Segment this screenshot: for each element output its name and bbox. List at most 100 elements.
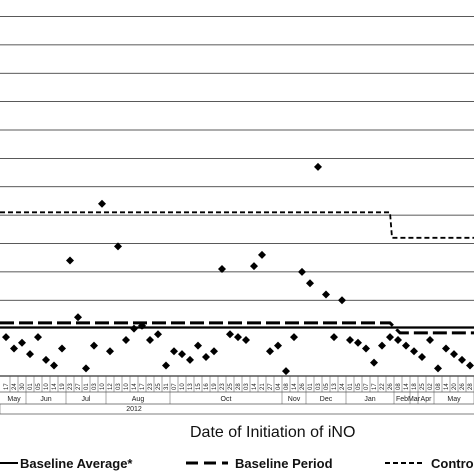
series-line-long-dash	[0, 321, 474, 335]
x-tick-label: 08	[284, 383, 290, 390]
x-tick-label: 03	[316, 383, 322, 390]
month-label: Oct	[221, 396, 232, 403]
month-label: Apr	[421, 396, 433, 403]
data-point	[298, 267, 306, 276]
data-point	[130, 324, 138, 333]
data-point	[322, 290, 330, 299]
data-point	[2, 333, 10, 342]
x-tick-label: 03	[92, 383, 98, 390]
data-point	[234, 333, 242, 342]
data-point	[18, 338, 26, 347]
x-tick-label: 13	[332, 383, 338, 390]
data-point	[226, 330, 234, 339]
x-tick-label: 16	[204, 383, 210, 390]
x-tick-label: 10	[180, 383, 186, 390]
x-tick-label: 07	[172, 383, 178, 390]
x-tick-label: 14	[252, 383, 258, 390]
data-point	[258, 250, 266, 259]
data-point	[266, 347, 274, 356]
x-tick-label: 08	[396, 383, 402, 390]
data-point	[26, 350, 34, 359]
x-tick-label: 01	[28, 383, 34, 390]
x-tick-label: 10	[44, 383, 50, 390]
x-tick-label: 23	[220, 383, 226, 390]
x-tick-label: 05	[324, 383, 330, 390]
legend-control-label: Contro	[431, 456, 474, 471]
data-point	[58, 344, 66, 353]
x-tick-label: 08	[436, 383, 442, 390]
data-point	[106, 347, 114, 356]
data-point	[42, 355, 50, 364]
data-point	[34, 333, 42, 342]
legend: Baseline Average* Baseline Period Contro	[0, 456, 474, 471]
data-point	[338, 296, 346, 305]
month-label: Nov	[288, 396, 301, 403]
x-tick-label: 17	[140, 383, 146, 390]
x-tick-label: 07	[364, 383, 370, 390]
data-point	[458, 355, 466, 364]
data-point	[202, 352, 210, 361]
data-point	[82, 364, 90, 373]
x-tick-label: 13	[188, 383, 194, 390]
x-tick-label: 25	[156, 383, 162, 390]
legend-baseline-period-label: Baseline Period	[235, 456, 333, 471]
x-tick-label: 31	[164, 383, 170, 390]
data-point	[186, 355, 194, 364]
data-point	[274, 341, 282, 350]
x-tick-label: 26	[388, 383, 394, 390]
data-point	[386, 333, 394, 342]
x-tick-label: 14	[132, 383, 138, 390]
data-point	[10, 344, 18, 353]
data-point	[370, 358, 378, 367]
x-tick-label: 14	[444, 383, 450, 390]
x-axis-label: Date of Initiation of iNO	[190, 424, 355, 441]
x-tick-label: 03	[116, 383, 122, 390]
x-tick-label: 02	[428, 383, 434, 390]
x-tick-label: 25	[228, 383, 234, 390]
month-label: May	[447, 396, 461, 403]
x-tick-label: 14	[292, 383, 298, 390]
data-point	[138, 321, 146, 330]
x-tick-label: 14	[404, 383, 410, 390]
data-point	[290, 333, 298, 342]
month-label: Aug	[132, 396, 145, 403]
data-point	[146, 335, 154, 344]
data-point	[122, 335, 130, 344]
x-tick-label: 18	[412, 383, 418, 390]
data-point	[66, 256, 74, 265]
data-point	[170, 347, 178, 356]
month-label: Dec	[320, 396, 333, 403]
data-point	[346, 335, 354, 344]
month-label: Jan	[364, 396, 375, 403]
x-tick-label: 19	[60, 383, 66, 390]
x-tick-label: 10	[100, 383, 106, 390]
x-tick-label: 27	[268, 383, 274, 390]
data-point	[410, 347, 418, 356]
data-point	[354, 338, 362, 347]
year-label: 2012	[126, 406, 142, 413]
x-tick-label: 26	[300, 383, 306, 390]
x-tick-label: 30	[20, 383, 26, 390]
x-tick-label: 26	[460, 383, 466, 390]
month-label: May	[7, 396, 21, 403]
x-tick-label: 04	[276, 383, 282, 390]
series-line-short-dash	[0, 211, 474, 239]
x-tick-label: 17	[372, 383, 378, 390]
data-point	[282, 367, 290, 376]
data-point	[218, 265, 226, 274]
month-label: Mar	[408, 396, 421, 403]
x-tick-label: 03	[244, 383, 250, 390]
data-point	[90, 341, 98, 350]
x-tick-label: 10	[124, 383, 130, 390]
data-point	[210, 347, 218, 356]
data-point	[242, 335, 250, 344]
data-points	[2, 162, 474, 376]
x-tick-label: 21	[260, 383, 266, 390]
x-tick-label: 15	[196, 383, 202, 390]
data-point	[162, 361, 170, 370]
data-point	[450, 350, 458, 359]
data-point	[378, 341, 386, 350]
x-axis: 17 24 30 01 05 10 14 19 23 27 01 03 10 12 03 10 14 17 23 25…	[0, 375, 474, 415]
data-point	[306, 279, 314, 288]
